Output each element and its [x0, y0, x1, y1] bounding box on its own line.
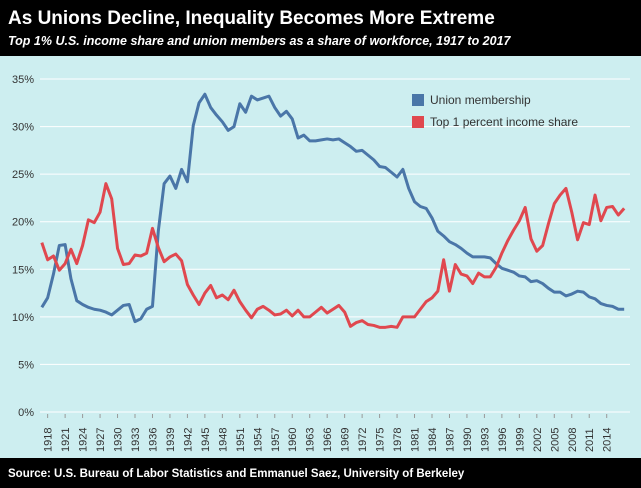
x-tick-label: 1954 [252, 428, 264, 452]
x-tick-label: 1987 [444, 428, 456, 452]
x-tick-label: 1966 [322, 428, 334, 452]
y-tick-label: 30% [12, 122, 34, 134]
x-tick-label: 1993 [479, 428, 491, 452]
y-tick-label: 0% [18, 407, 34, 419]
source: Source: U.S. Bureau of Labor Statistics … [8, 468, 465, 480]
legend-swatch [412, 94, 424, 106]
chart-subtitle: Top 1% U.S. income share and union membe… [8, 34, 512, 48]
y-tick-label: 35% [12, 74, 34, 86]
x-tick-label: 1930 [113, 428, 125, 452]
x-tick-label: 1981 [410, 428, 422, 452]
x-tick-label: 1972 [357, 428, 369, 452]
x-tick-label: 2014 [602, 428, 614, 452]
legend-label: Top 1 percent income share [430, 115, 578, 129]
x-tick-label: 1945 [200, 428, 212, 452]
x-tick-label: 1918 [43, 428, 55, 452]
x-tick-label: 1996 [497, 428, 509, 452]
x-tick-label: 1927 [95, 428, 107, 452]
y-tick-label: 25% [12, 169, 34, 181]
x-tick-label: 1921 [60, 428, 72, 452]
line [40, 182, 626, 329]
footer [0, 458, 641, 488]
legend-swatch [412, 116, 424, 128]
x-tick-label: 2011 [584, 428, 596, 452]
x-tick-label: 1984 [427, 428, 439, 452]
x-tick-label: 1978 [392, 428, 404, 452]
y-tick-label: 5% [18, 359, 34, 371]
x-tick-label: 2008 [567, 428, 579, 452]
x-tick-label: 1957 [270, 428, 282, 452]
x-tick-label: 1990 [462, 428, 474, 452]
x-tick-label: 1924 [78, 428, 90, 452]
x-tick-label: 1939 [165, 428, 177, 452]
y-tick-label: 15% [12, 264, 34, 276]
line [40, 92, 625, 324]
x-tick-label: 1948 [217, 428, 229, 452]
x-tick-label: 1960 [287, 428, 299, 452]
x-tick-label: 1933 [130, 428, 142, 452]
x-tick-label: 1969 [340, 428, 352, 452]
x-tick-label: 1936 [147, 428, 159, 452]
x-tick-label: 2002 [532, 428, 544, 452]
x-tick-label: 1999 [514, 428, 526, 452]
y-tick-label: 20% [12, 217, 34, 229]
x-tick-label: 1975 [375, 428, 387, 452]
y-tick-label: 10% [12, 312, 34, 324]
x-tick-label: 1942 [182, 428, 194, 452]
x-tick-label: 2005 [549, 428, 561, 452]
chart-title: As Unions Decline, Inequality Becomes Mo… [8, 8, 495, 29]
header [0, 0, 641, 56]
x-tick-label: 1963 [305, 428, 317, 452]
x-tick-label: 1951 [235, 428, 247, 452]
legend-label: Union membership [430, 93, 531, 107]
